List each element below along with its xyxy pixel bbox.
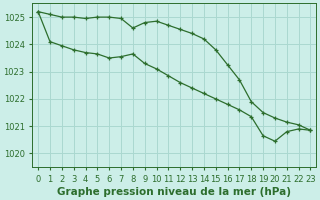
X-axis label: Graphe pression niveau de la mer (hPa): Graphe pression niveau de la mer (hPa) (57, 187, 291, 197)
